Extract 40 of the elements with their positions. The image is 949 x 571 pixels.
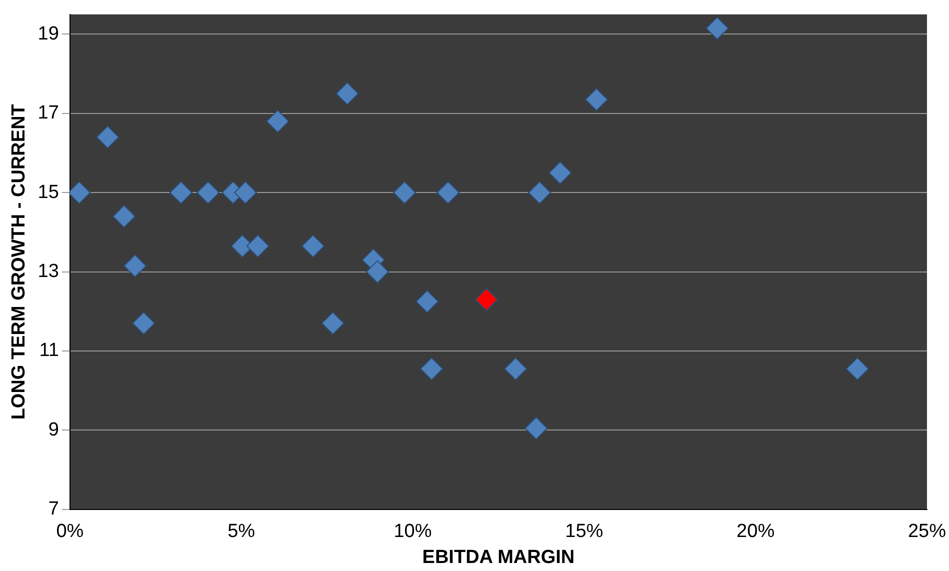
point	[366, 260, 389, 284]
point	[474, 288, 498, 312]
point	[301, 234, 324, 258]
point	[124, 254, 147, 278]
point	[321, 312, 344, 335]
point	[706, 16, 729, 40]
x-tick-label: 15%	[565, 521, 604, 542]
point	[266, 110, 290, 133]
x-tick-label: 5%	[228, 521, 256, 542]
point	[112, 204, 136, 228]
y-tick-label: 15	[38, 182, 59, 203]
y-tick-label: 9	[48, 419, 59, 440]
point	[234, 181, 257, 204]
x-tick-label: 20%	[736, 521, 775, 542]
y-tick-label: 17	[38, 102, 59, 124]
point	[132, 312, 156, 335]
point	[548, 161, 572, 184]
point	[420, 357, 444, 380]
x-tick-label: 0%	[56, 521, 84, 542]
y-tick-label: 13	[38, 261, 59, 282]
y-axis-title: LONG TERM GROWTH - CURRENT	[8, 104, 30, 420]
x-tick-label: 10%	[394, 521, 432, 542]
point	[416, 290, 439, 313]
point	[196, 181, 220, 204]
y-tick-label: 19	[38, 23, 59, 44]
x-tick-label: 25%	[908, 521, 946, 542]
point	[528, 181, 552, 204]
point	[504, 357, 528, 380]
point	[96, 126, 120, 149]
point	[170, 181, 193, 204]
point	[846, 357, 869, 380]
point	[524, 416, 548, 440]
point	[436, 181, 460, 204]
point	[585, 88, 608, 112]
point	[246, 234, 270, 258]
point	[336, 82, 359, 106]
y-tick-label: 11	[39, 340, 59, 362]
point	[393, 181, 416, 204]
x-axis-title: EBITDA MARGIN	[422, 546, 575, 568]
y-tick-label: 7	[48, 498, 59, 520]
